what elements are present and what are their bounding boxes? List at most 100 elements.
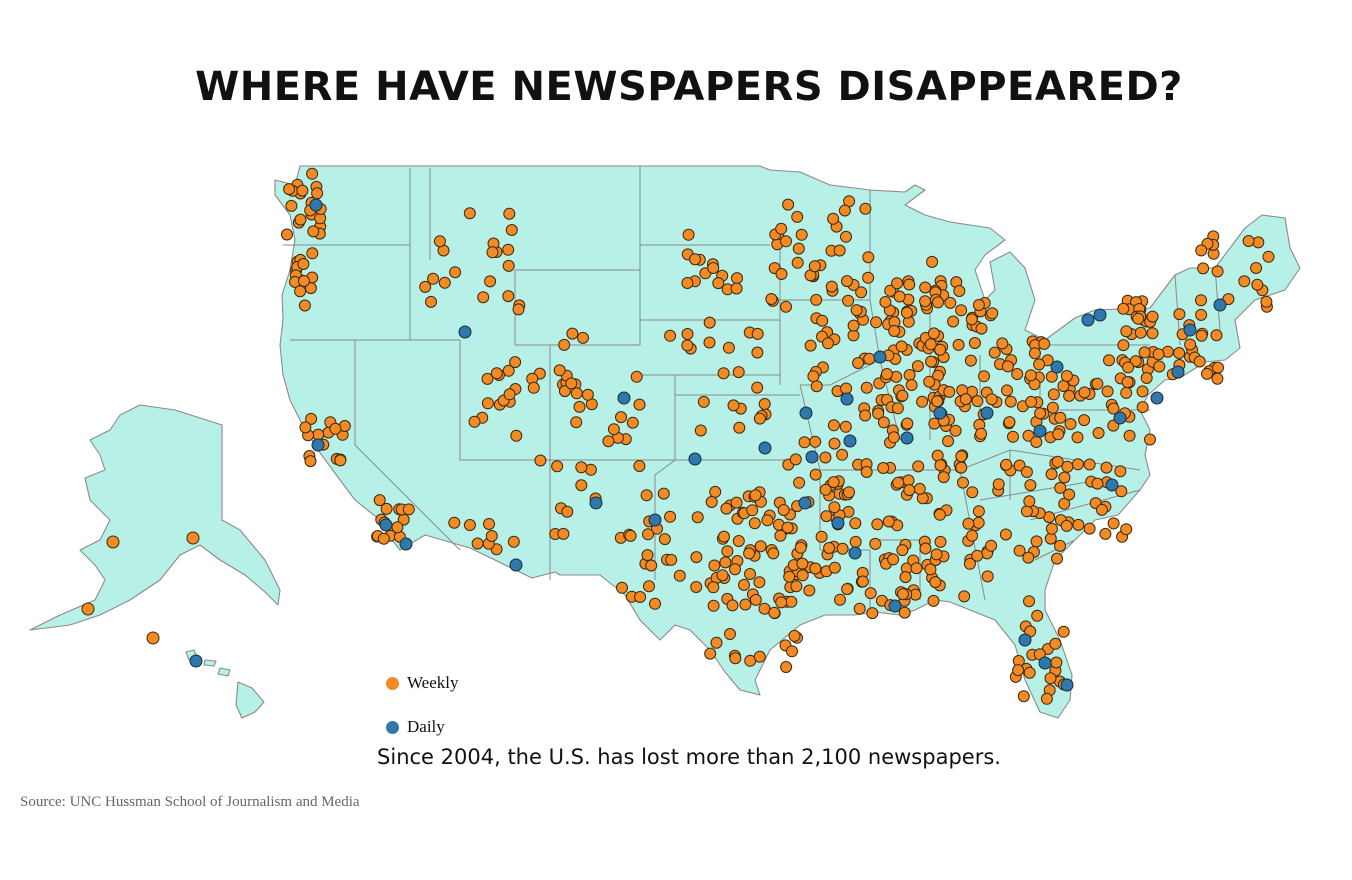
- daily-newspaper-marker: [509, 558, 523, 572]
- weekly-newspaper-marker: [641, 549, 654, 562]
- weekly-newspaper-marker: [901, 417, 914, 430]
- weekly-newspaper-marker: [780, 661, 793, 673]
- weekly-newspaper-marker: [955, 450, 968, 463]
- weekly-newspaper-marker: [1152, 348, 1165, 361]
- weekly-newspaper-marker: [1051, 455, 1064, 468]
- daily-newspaper-marker: [589, 496, 603, 510]
- weekly-newspaper-marker: [1060, 519, 1073, 532]
- weekly-newspaper-marker: [1057, 380, 1070, 392]
- weekly-newspaper-marker: [949, 424, 962, 437]
- weekly-newspaper-marker: [1212, 361, 1224, 374]
- weekly-newspaper-marker: [477, 291, 490, 304]
- weekly-newspaper-marker: [1003, 416, 1016, 429]
- weekly-newspaper-marker: [1083, 458, 1096, 471]
- weekly-newspaper-marker: [943, 385, 956, 398]
- daily-newspaper-marker: [399, 537, 413, 551]
- weekly-newspaper-marker: [786, 645, 798, 658]
- weekly-newspaper-marker: [1107, 517, 1120, 530]
- weekly-newspaper-marker: [509, 356, 522, 369]
- weekly-newspaper-marker: [527, 381, 540, 394]
- daily-newspaper-marker: [873, 350, 887, 364]
- weekly-newspaper-marker: [730, 496, 743, 509]
- weekly-newspaper-marker: [1054, 481, 1067, 494]
- weekly-newspaper-marker: [966, 486, 979, 499]
- daily-newspaper-marker: [1183, 323, 1197, 337]
- weekly-newspaper-marker: [1210, 329, 1223, 342]
- weekly-newspaper-marker: [923, 375, 936, 388]
- weekly-newspaper-marker: [862, 251, 875, 264]
- weekly-newspaper-marker: [887, 431, 900, 444]
- weekly-newspaper-marker: [690, 551, 703, 564]
- weekly-newspaper-marker: [783, 570, 796, 583]
- us-newspaper-map: [29, 165, 1301, 719]
- weekly-newspaper-marker: [827, 212, 840, 225]
- weekly-newspaper-marker: [1136, 385, 1149, 398]
- weekly-newspaper-marker: [1195, 329, 1208, 342]
- weekly-newspaper-marker: [891, 402, 904, 415]
- weekly-newspaper-marker: [1058, 471, 1071, 484]
- weekly-newspaper-marker: [1054, 539, 1066, 552]
- weekly-newspaper-marker: [733, 421, 746, 434]
- weekly-newspaper-marker: [751, 346, 764, 359]
- daily-newspaper-marker: [933, 406, 947, 420]
- legend-label-daily: Daily: [407, 717, 445, 736]
- weekly-newspaper-marker: [81, 602, 95, 616]
- weekly-newspaper-marker: [833, 244, 846, 257]
- weekly-newspaper-marker: [312, 428, 325, 441]
- weekly-newspaper-marker: [891, 277, 904, 290]
- weekly-newspaper-marker: [1045, 370, 1058, 383]
- daily-newspaper-marker: [1060, 678, 1074, 692]
- map-title: WHERE HAVE NEWSPAPERS DISAPPEARED?: [195, 64, 1183, 110]
- weekly-newspaper-marker: [1153, 360, 1166, 373]
- weekly-newspaper-marker: [774, 529, 787, 542]
- weekly-newspaper-marker: [754, 540, 767, 553]
- weekly-newspaper-marker: [963, 557, 976, 570]
- legend-label-weekly: Weekly: [407, 673, 459, 692]
- weekly-newspaper-marker: [790, 580, 803, 593]
- weekly-newspaper-marker: [1063, 488, 1076, 501]
- weekly-newspaper-marker: [999, 528, 1012, 541]
- newspaper-markers: [81, 167, 1275, 705]
- weekly-newspaper-marker: [753, 650, 766, 663]
- weekly-newspaper-marker: [791, 256, 804, 269]
- weekly-newspaper-marker: [964, 354, 977, 367]
- weekly-newspaper-marker: [577, 331, 589, 344]
- weekly-newspaper-marker: [1017, 690, 1030, 703]
- weekly-newspaper-marker: [1045, 468, 1058, 481]
- weekly-newspaper-marker: [1173, 347, 1186, 359]
- weekly-newspaper-marker: [306, 247, 319, 260]
- weekly-newspaper-marker: [186, 531, 200, 545]
- weekly-newspaper-marker: [924, 338, 937, 351]
- weekly-newspaper-marker: [307, 225, 320, 238]
- weekly-newspaper-marker: [726, 599, 739, 612]
- weekly-newspaper-marker: [294, 213, 307, 226]
- weekly-newspaper-marker: [910, 562, 923, 575]
- weekly-newspaper-marker: [996, 337, 1009, 350]
- weekly-newspaper-marker: [718, 530, 730, 543]
- weekly-newspaper-marker: [903, 369, 916, 381]
- weekly-newspaper-marker: [438, 276, 451, 289]
- daily-newspaper-marker: [888, 599, 902, 613]
- weekly-newspaper-marker: [919, 295, 932, 308]
- weekly-newspaper-marker: [483, 518, 495, 530]
- weekly-newspaper-marker: [785, 595, 798, 608]
- weekly-newspaper-marker: [1123, 429, 1136, 442]
- daily-newspaper-marker: [799, 406, 813, 420]
- weekly-newspaper-marker: [703, 336, 716, 349]
- weekly-newspaper-marker: [888, 325, 901, 337]
- weekly-newspaper-marker: [722, 341, 735, 354]
- weekly-newspaper-marker: [391, 521, 404, 534]
- weekly-newspaper-marker: [981, 570, 994, 583]
- weekly-newspaper-marker: [919, 281, 932, 294]
- weekly-newspaper-marker: [682, 228, 695, 241]
- weekly-newspaper-marker: [901, 306, 913, 319]
- weekly-newspaper-marker: [640, 489, 653, 502]
- weekly-newspaper-marker: [1046, 401, 1059, 414]
- alaska-outline: [29, 404, 281, 631]
- daily-newspaper-marker: [648, 513, 662, 527]
- weekly-swatch-icon: [386, 676, 399, 690]
- weekly-newspaper-marker: [673, 569, 686, 582]
- weekly-newspaper-marker: [877, 416, 890, 429]
- weekly-newspaper-marker: [955, 461, 968, 474]
- weekly-newspaper-marker: [803, 584, 816, 597]
